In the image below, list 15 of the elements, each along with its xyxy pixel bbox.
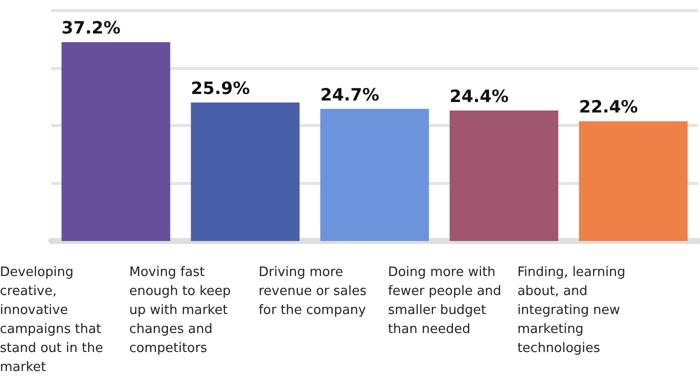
data-label: 25.9% xyxy=(190,79,250,100)
bar xyxy=(62,42,170,241)
x-tick-label: Finding, learning about, and integrating new marketing technologies xyxy=(517,265,630,356)
data-label: 22.4% xyxy=(578,98,638,118)
x-tick-label: Doing more with fewer people and smaller budget than needed xyxy=(388,265,506,337)
x-tick-label: Driving more revenue or sales for the company xyxy=(258,265,371,318)
bar xyxy=(190,102,300,241)
x-tick-label: Moving fast enough to keep up with market changes and competitors xyxy=(129,265,235,356)
data-label: 24.4% xyxy=(450,87,509,108)
bar xyxy=(450,110,558,241)
bar xyxy=(578,121,688,241)
data-label: 24.7% xyxy=(320,85,380,106)
bar xyxy=(320,108,429,241)
x-tick-label: Developing creative, innovative campaigns that stand out in the market xyxy=(0,265,108,375)
data-label: 37.2% xyxy=(62,18,121,39)
